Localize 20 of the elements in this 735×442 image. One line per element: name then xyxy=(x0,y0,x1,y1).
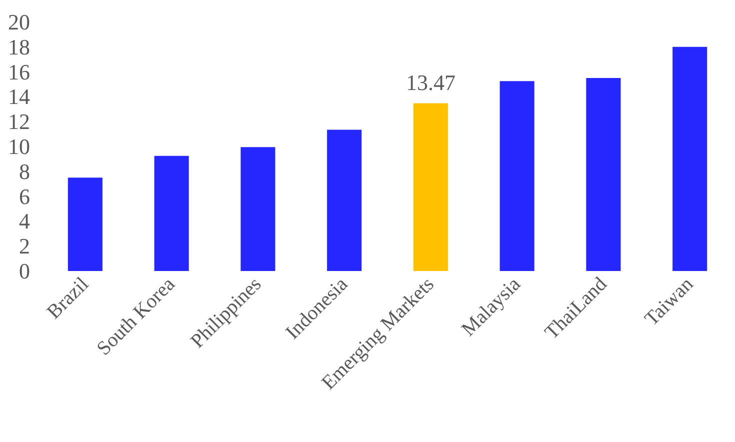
y-tick-label: 10 xyxy=(8,134,30,159)
y-tick-label: 4 xyxy=(19,208,30,234)
y-tick-label: 6 xyxy=(19,184,30,209)
y-tick-label: 18 xyxy=(8,34,30,60)
bar xyxy=(586,78,621,271)
bar xyxy=(500,81,534,271)
bar xyxy=(413,103,448,271)
bar xyxy=(327,130,362,271)
y-tick-label: 14 xyxy=(8,84,30,110)
y-tick-label: 12 xyxy=(8,109,30,134)
data-label: 13.47 xyxy=(406,70,456,95)
y-tick-label: 16 xyxy=(8,59,30,84)
bar xyxy=(672,46,708,271)
y-tick-label: 2 xyxy=(19,234,30,259)
y-tick-label: 20 xyxy=(8,10,30,34)
y-tick-label: 8 xyxy=(19,158,30,184)
y-tick-label: 0 xyxy=(19,258,30,284)
bar xyxy=(240,147,276,271)
bar xyxy=(154,156,189,271)
bar xyxy=(68,178,102,271)
